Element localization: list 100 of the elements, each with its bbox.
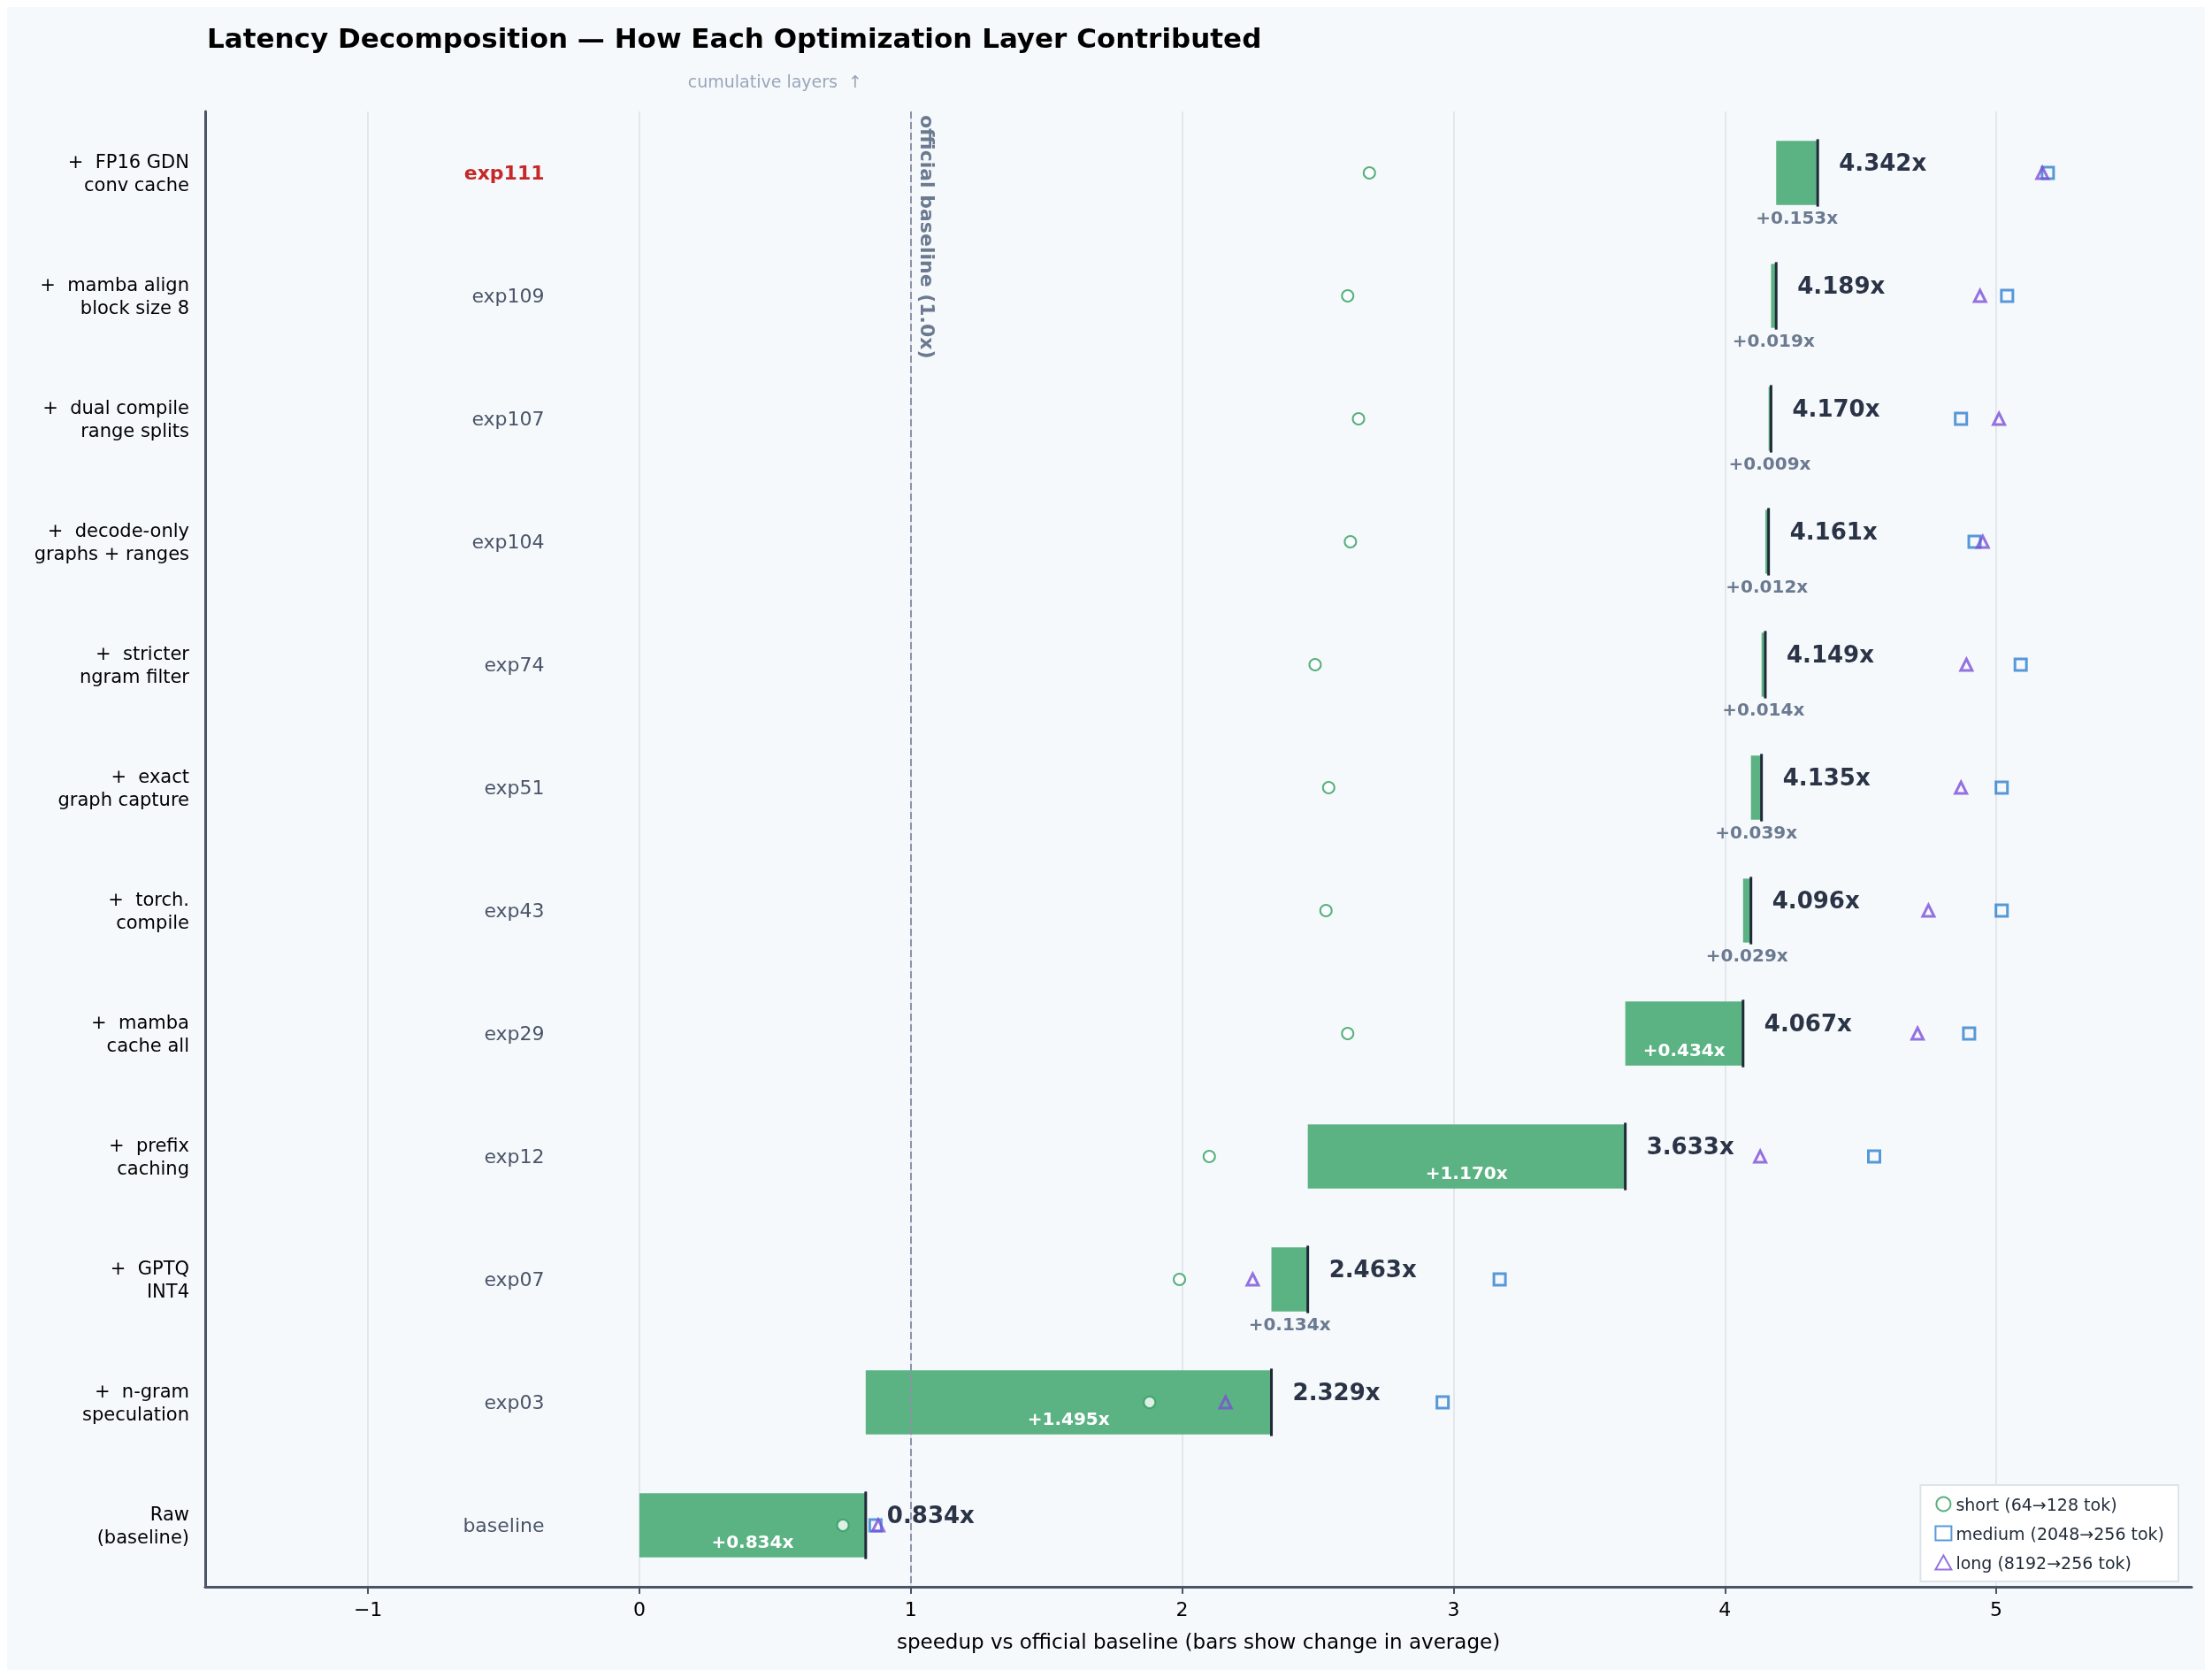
point bbox=[1362, 166, 1376, 180]
point bbox=[1921, 903, 1936, 918]
annotation: 2.329x bbox=[1292, 1378, 1381, 1405]
y-tick-label: Raw (baseline) bbox=[96, 1503, 189, 1548]
annotation: exp107 bbox=[471, 408, 545, 430]
data-label: +0.014x bbox=[1722, 698, 1805, 720]
data-label: +0.029x bbox=[1705, 944, 1788, 966]
y-tick-label: + n-gram speculation bbox=[82, 1380, 189, 1425]
annotation: exp51 bbox=[484, 777, 545, 799]
point bbox=[1341, 1027, 1355, 1040]
data-label: +1.495x bbox=[1027, 1407, 1110, 1429]
bar bbox=[1776, 141, 1818, 205]
y-tick-label: + dual compile range splits bbox=[42, 396, 189, 441]
point bbox=[1972, 288, 1987, 303]
annotation: exp109 bbox=[471, 285, 545, 307]
bar bbox=[865, 1370, 1272, 1435]
data-label: +1.170x bbox=[1425, 1161, 1508, 1183]
x-tick-label: 1 bbox=[904, 1597, 917, 1620]
point bbox=[1435, 1395, 1450, 1410]
point bbox=[1910, 1026, 1925, 1041]
point bbox=[1173, 1273, 1187, 1286]
y-tick-label: + FP16 GDN conv cache bbox=[67, 150, 189, 195]
bar bbox=[639, 1493, 866, 1558]
annotation: 2.463x bbox=[1328, 1255, 1417, 1283]
bar bbox=[1625, 1001, 1743, 1066]
y-tick-label: + mamba align block size 8 bbox=[40, 273, 189, 318]
point bbox=[1954, 411, 1969, 426]
point bbox=[1954, 780, 1969, 795]
bar bbox=[1307, 1124, 1626, 1189]
point bbox=[1351, 412, 1366, 425]
point bbox=[1753, 1149, 1768, 1164]
legend-label: short (64→128 tok) bbox=[1956, 1494, 2117, 1514]
data-label: +0.834x bbox=[711, 1530, 794, 1552]
annotation: exp03 bbox=[484, 1391, 545, 1413]
annotation: 4.189x bbox=[1797, 272, 1886, 299]
point bbox=[1218, 1395, 1233, 1410]
text: cumulative layers ↑ bbox=[687, 72, 862, 91]
data-label: +0.009x bbox=[1728, 452, 1811, 474]
point bbox=[1962, 1026, 1977, 1041]
point bbox=[2035, 165, 2050, 180]
y-tick-label: + torch. compile bbox=[108, 888, 189, 933]
x-tick-label: −1 bbox=[353, 1597, 383, 1620]
data-label: +0.039x bbox=[1715, 821, 1798, 843]
y-tick-label: + GPTQ INT4 bbox=[110, 1257, 189, 1302]
point bbox=[1959, 657, 1974, 672]
annotation: 0.834x bbox=[886, 1501, 976, 1528]
y-tick-label: + prefix caching bbox=[108, 1134, 189, 1179]
point bbox=[1994, 780, 2009, 795]
y-tick-label: + mamba cache all bbox=[91, 1011, 189, 1056]
point bbox=[1143, 1396, 1157, 1409]
point bbox=[1341, 289, 1355, 302]
data-label: +0.019x bbox=[1732, 329, 1815, 351]
point bbox=[1343, 535, 1358, 548]
annotation: exp12 bbox=[484, 1145, 545, 1168]
point bbox=[1321, 781, 1336, 794]
x-tick-label: 4 bbox=[1718, 1597, 1732, 1620]
x-tick-label: 2 bbox=[1175, 1597, 1189, 1620]
point bbox=[1992, 411, 2007, 426]
point bbox=[1975, 534, 1990, 549]
annotation: baseline bbox=[463, 1514, 545, 1536]
point bbox=[1994, 903, 2009, 918]
chart-title: Latency Decomposition — How Each Optimization Layer Contributed bbox=[207, 21, 1262, 54]
data-label: +0.012x bbox=[1726, 575, 1809, 597]
point bbox=[2000, 288, 2015, 303]
point bbox=[1202, 1150, 1216, 1163]
point bbox=[1492, 1272, 1507, 1287]
point bbox=[1245, 1272, 1260, 1287]
point bbox=[2013, 657, 2028, 672]
y-tick-label: + stricter ngram filter bbox=[79, 642, 190, 687]
annotation: 4.096x bbox=[1772, 886, 1860, 914]
annotation: exp104 bbox=[471, 531, 545, 553]
x-tick-label: 3 bbox=[1447, 1597, 1460, 1620]
point bbox=[1319, 904, 1333, 917]
ref-line-label: official baseline (1.0x) bbox=[916, 115, 939, 359]
annotation: 3.633x bbox=[1646, 1132, 1734, 1160]
annotation: 4.342x bbox=[1839, 149, 1927, 176]
data-label: +0.434x bbox=[1642, 1038, 1726, 1061]
annotation: exp43 bbox=[484, 900, 545, 922]
annotation: 4.135x bbox=[1782, 763, 1871, 791]
annotation: 4.170x bbox=[1792, 394, 1880, 422]
point bbox=[1308, 658, 1322, 671]
x-tick-label: 5 bbox=[1990, 1597, 2003, 1620]
annotation: exp29 bbox=[484, 1022, 545, 1045]
data-label: +0.153x bbox=[1756, 206, 1839, 228]
annotation: exp07 bbox=[484, 1268, 545, 1290]
bar bbox=[1271, 1247, 1308, 1312]
x-axis-title: speedup vs official baseline (bars show change in average) bbox=[896, 1629, 1501, 1653]
annotation: exp74 bbox=[484, 654, 545, 676]
annotation: 4.161x bbox=[1789, 517, 1878, 545]
data-label: +0.134x bbox=[1248, 1313, 1331, 1335]
annotation: 4.149x bbox=[1786, 640, 1875, 668]
y-tick-label: + decode-only graphs + ranges bbox=[34, 519, 189, 564]
legend-label: medium (2048→256 tok) bbox=[1956, 1523, 2164, 1543]
legend-label: long (8192→256 tok) bbox=[1956, 1552, 2132, 1573]
annotation: 4.067x bbox=[1764, 1009, 1853, 1037]
point bbox=[1867, 1149, 1882, 1164]
y-tick-label: + exact graph capture bbox=[57, 765, 189, 810]
point bbox=[836, 1519, 850, 1532]
annotation: exp111 bbox=[463, 162, 545, 184]
x-tick-label: 0 bbox=[632, 1597, 646, 1620]
